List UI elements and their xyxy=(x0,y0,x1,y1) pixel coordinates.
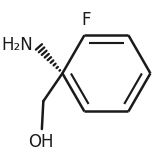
Text: H₂N: H₂N xyxy=(1,36,33,55)
Text: OH: OH xyxy=(28,134,53,152)
Text: F: F xyxy=(81,11,91,29)
